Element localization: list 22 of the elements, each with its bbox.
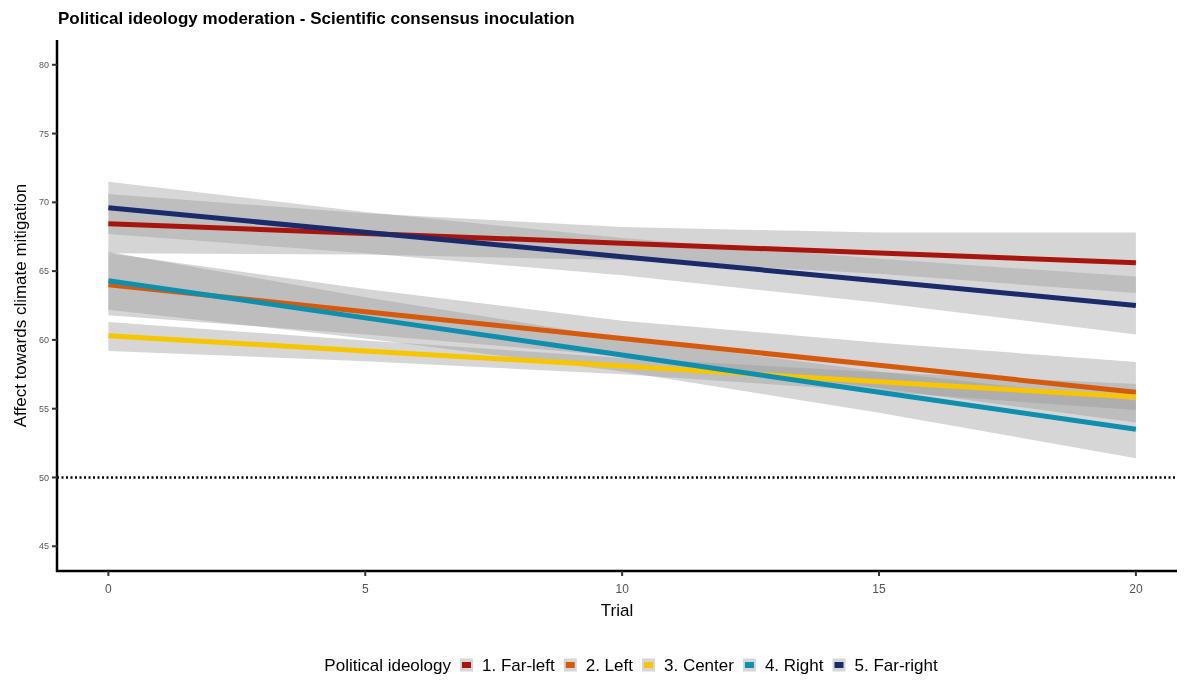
x-tick-label: 20 <box>1129 582 1143 596</box>
legend-label: 4. Right <box>764 656 824 675</box>
y-tick-label: 65 <box>38 266 49 277</box>
x-tick-label: 0 <box>105 582 113 596</box>
legend-label: 2. Left <box>585 656 634 675</box>
y-tick-label: 75 <box>38 128 49 139</box>
y-tick-label: 50 <box>38 472 49 483</box>
legend-title: Political ideology <box>324 656 452 675</box>
y-tick-label: 70 <box>38 197 49 208</box>
legend-label: 5. Far-right <box>854 656 938 675</box>
y-tick-label: 45 <box>38 541 49 552</box>
legend-label: 3. Center <box>663 656 735 675</box>
x-tick-label: 15 <box>872 582 887 596</box>
x-tick-label: 10 <box>615 582 630 596</box>
x-axis-title: Trial <box>600 601 634 620</box>
legend-label: 1. Far-left <box>481 656 556 675</box>
y-axis-title: Affect towards climate mitigation <box>11 183 30 428</box>
y-tick-label: 80 <box>38 59 49 70</box>
y-tick-label: 55 <box>38 403 49 414</box>
x-tick-label: 5 <box>361 582 369 596</box>
y-tick-label: 60 <box>38 335 49 346</box>
chart-title: Political ideology moderation - Scientific consensus inoculation <box>58 9 575 28</box>
